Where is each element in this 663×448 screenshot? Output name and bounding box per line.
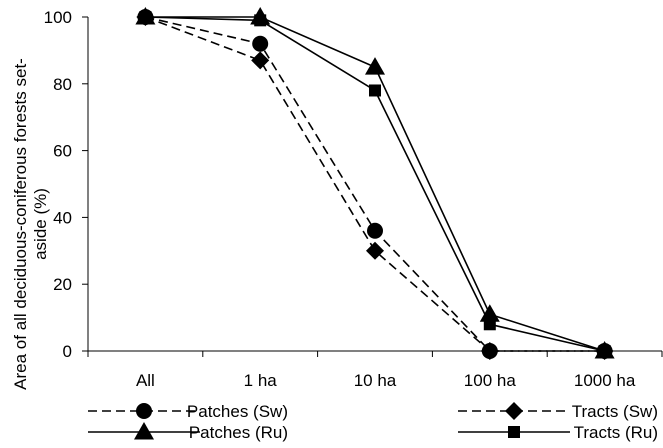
y-axis: 0 20 40 60 80 100 (44, 8, 89, 361)
data-point (369, 84, 381, 97)
data-point (139, 11, 152, 23)
x-tick-label: 10 ha (354, 371, 397, 390)
x-axis: All 1 ha 10 ha 100 ha 1000 ha (87, 350, 663, 390)
legend-entry-2: Patches (Ru) (88, 422, 288, 442)
legend-label: Tracts (Sw) (572, 402, 658, 421)
y-axis-label: Area of all deciduous-coniferous forests… (11, 58, 50, 390)
x-tick-label: 100 ha (464, 371, 517, 390)
legend-label: Patches (Ru) (189, 423, 288, 442)
data-point (365, 57, 385, 75)
y-tick-label: 80 (53, 75, 72, 94)
legend-entry-3: Tracts (Ru) (458, 423, 658, 442)
x-tick-label: All (136, 371, 155, 390)
y-tick-label: 60 (53, 142, 72, 161)
y-tick-label: 20 (53, 275, 72, 294)
series-3 (139, 11, 611, 357)
legend-marker (134, 422, 154, 440)
legend-marker (505, 402, 523, 420)
data-point (366, 241, 384, 260)
series-line (145, 16, 605, 352)
legend-marker (136, 403, 152, 419)
legend-entry-0: Patches (Sw) (88, 402, 288, 421)
x-tick-label: 1000 ha (574, 371, 636, 390)
y-axis-label-line-1: Area of all deciduous-coniferous forests… (11, 58, 30, 390)
legend-entry-1: Tracts (Sw) (458, 402, 658, 421)
data-point (251, 51, 270, 70)
data-point (480, 342, 499, 360)
series-layer (135, 7, 615, 360)
legend-label: Patches (Sw) (187, 402, 288, 421)
y-tick-label: 100 (44, 8, 72, 27)
y-tick-label: 0 (63, 342, 72, 361)
y-tick-label: 40 (53, 208, 72, 227)
data-point (367, 222, 383, 239)
data-point (252, 35, 269, 52)
legend-marker (508, 426, 520, 438)
data-point (479, 304, 500, 322)
legend: Patches (Sw) Tracts (Sw) Patches (Ru) Tract… (88, 402, 658, 442)
x-tick-label: 1 ha (244, 371, 278, 390)
data-point (483, 318, 496, 331)
legend-label: Tracts (Ru) (574, 423, 658, 442)
data-point (254, 14, 267, 27)
data-point (598, 345, 611, 357)
series-2 (135, 7, 615, 359)
y-axis-label-line-2: aside (%) (31, 188, 50, 260)
